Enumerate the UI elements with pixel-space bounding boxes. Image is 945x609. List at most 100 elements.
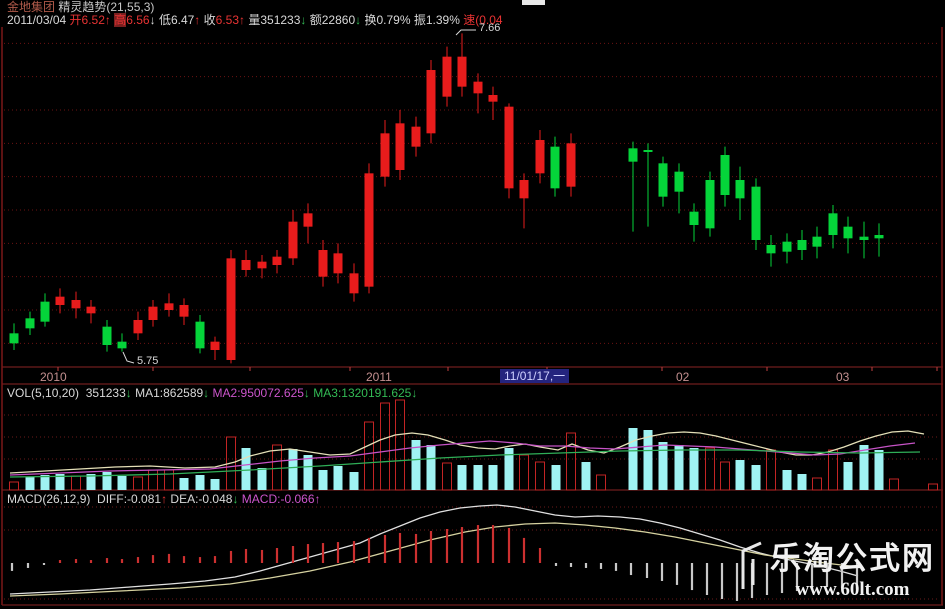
text-segment: ↑: [104, 13, 115, 27]
candle-body: [210, 341, 220, 350]
macd-dea-line: [9, 522, 859, 597]
text-segment: ↓: [300, 13, 310, 27]
high-price-annotation: 7.66: [479, 22, 501, 34]
volume-bar: [395, 399, 405, 491]
text-segment: ↓: [355, 13, 365, 27]
volume-bar: [303, 455, 313, 490]
volume-bar: [628, 428, 638, 490]
volume-bar: [766, 449, 776, 491]
volume-bar: [519, 454, 529, 491]
candle-body: [812, 236, 822, 247]
header-line-1: 金地集团 精灵趋势(21,55,3): [7, 1, 154, 14]
volume-bar: [272, 444, 282, 491]
candle-body: [766, 245, 776, 254]
vol-ma2-line: [9, 440, 916, 476]
text-segment: 金地集团: [7, 0, 59, 14]
candle-body: [164, 303, 174, 310]
watermark-site-name: 乐淘公式网: [770, 541, 935, 576]
candle-body: [179, 305, 189, 317]
candle-body: [364, 173, 374, 287]
candle-body: [117, 341, 127, 349]
candle-body: [843, 226, 853, 239]
text-segment: MACD:-0.066: [241, 492, 315, 506]
volume-bar: [551, 465, 561, 490]
text-segment: ↑: [161, 492, 171, 506]
candle-body: [674, 171, 684, 192]
volume-bar: [164, 469, 174, 491]
text-segment: ↑: [239, 13, 249, 27]
candle-body: [720, 155, 730, 195]
text-segment: ↓: [232, 492, 242, 506]
candle-body: [859, 236, 869, 240]
text-segment: ↓: [149, 13, 159, 27]
candle-body: [148, 306, 158, 320]
candle-body: [566, 143, 576, 187]
text-segment: MA1:862589: [135, 386, 204, 400]
axis-label: 03: [836, 370, 850, 384]
text-segment: 2011/03/04: [7, 13, 70, 27]
candle-body: [488, 95, 498, 102]
volume-bar: [658, 442, 668, 490]
candle-body: [349, 273, 359, 294]
volume-bar: [333, 466, 343, 490]
cursor-date-badge: 11/01/17,一: [500, 369, 570, 383]
candle-body: [195, 321, 205, 349]
volume-bar: [349, 472, 359, 490]
text-segment: 换0.79%: [364, 13, 414, 27]
axis-label: 02: [676, 370, 690, 384]
candle-body: [288, 221, 298, 259]
volume-bar: [364, 421, 374, 491]
volume-bar: [473, 465, 483, 490]
candle-body: [504, 106, 514, 189]
volume-bar: [797, 474, 807, 490]
volume-bar: [643, 430, 653, 490]
candle-body: [550, 146, 560, 189]
candle-body: [55, 296, 65, 305]
volume-bar: [705, 447, 715, 491]
text-segment: 6.53: [215, 13, 240, 27]
volume-bar: [25, 477, 35, 490]
candle-body: [457, 56, 467, 87]
candle-body: [735, 180, 745, 199]
text-segment: ↓: [203, 386, 213, 400]
candle-body: [102, 326, 112, 345]
volume-bar: [40, 475, 50, 490]
candle-body: [628, 148, 638, 162]
volume-bar: [55, 474, 65, 490]
axis-label: 2010: [40, 370, 67, 384]
volume-bar: [117, 476, 127, 490]
candle-body: [689, 211, 699, 225]
macd-pane-header: MACD(26,12,9) DIFF:-0.081↑ DEA:-0.048↓ M…: [7, 493, 321, 506]
candle-body: [257, 261, 267, 269]
volume-bar: [411, 440, 421, 490]
volume-bar: [596, 474, 606, 491]
text-segment: 高: [114, 13, 127, 27]
volume-pane-header: VOL(5,10,20) 351233↓ MA1:862589↓ MA2:950…: [7, 387, 417, 400]
annotation-pointer: [455, 29, 476, 36]
volume-bar: [86, 474, 96, 490]
volume-bar: [843, 462, 853, 490]
text-segment: 量351233: [248, 13, 301, 27]
text-segment: ↑: [314, 492, 321, 506]
volume-bar: [889, 478, 899, 491]
volume-bar: [241, 448, 251, 490]
candle-body: [86, 306, 96, 314]
text-segment: 351233: [85, 386, 126, 400]
volume-bar: [689, 448, 699, 490]
candle-body: [71, 300, 81, 309]
candle-body: [40, 301, 50, 322]
volume-bar: [195, 475, 205, 490]
candle-body: [828, 213, 838, 235]
volume-bar: [380, 402, 390, 491]
candle-body: [318, 250, 328, 277]
candle-body: [643, 150, 653, 152]
volume-bar: [782, 470, 792, 490]
candle-body: [411, 126, 421, 147]
candle-body: [705, 180, 715, 229]
text-segment: ↑: [194, 13, 204, 27]
candle-body: [303, 213, 313, 227]
axis-label: 2011: [366, 370, 392, 384]
annotation-pointer: [122, 351, 135, 364]
